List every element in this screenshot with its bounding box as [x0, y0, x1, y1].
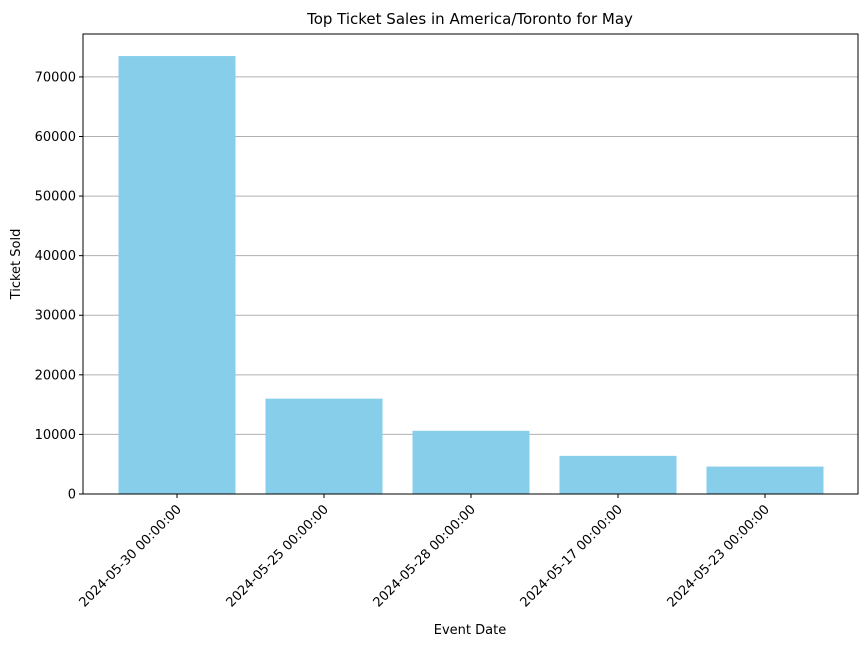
y-tick-label: 70000 [35, 70, 76, 85]
y-tick-label: 30000 [35, 309, 76, 324]
x-tick-label: 2024-05-30 00:00:00 [77, 502, 185, 610]
x-axis-ticks: 2024-05-30 00:00:00 2024-05-25 00:00:00 20… [77, 494, 773, 610]
x-tick-label: 2024-05-23 00:00:00 [665, 502, 773, 610]
y-tick-label: 60000 [35, 130, 76, 145]
y-axis-label: Ticket Sold [9, 229, 24, 301]
x-axis-label: Event Date [434, 623, 506, 638]
chart-title: Top Ticket Sales in America/Toronto for … [306, 10, 633, 28]
bar [559, 455, 677, 494]
bar [118, 56, 236, 494]
x-tick-label: 2024-05-25 00:00:00 [224, 502, 332, 610]
y-tick-label: 10000 [35, 428, 76, 443]
bar [706, 466, 824, 494]
x-tick-label: 2024-05-17 00:00:00 [518, 502, 626, 610]
bar [265, 398, 383, 494]
bar [412, 430, 530, 494]
y-tick-label: 20000 [35, 368, 76, 383]
bars [118, 56, 824, 494]
y-axis-ticks: 0 10000 20000 30000 40000 50000 60000 70000 [35, 70, 83, 503]
x-tick-label: 2024-05-28 00:00:00 [371, 502, 479, 610]
y-tick-label: 40000 [35, 249, 76, 264]
y-tick-label: 50000 [35, 190, 76, 205]
y-tick-label: 0 [68, 488, 76, 503]
